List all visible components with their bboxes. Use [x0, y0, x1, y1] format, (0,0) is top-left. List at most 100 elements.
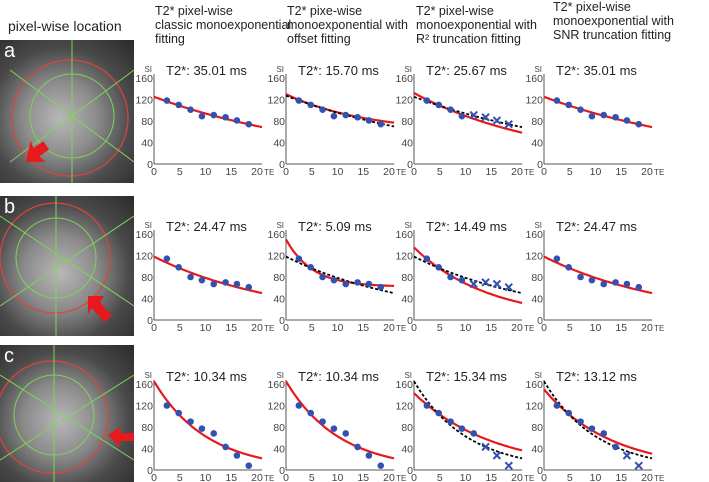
data-point — [233, 452, 241, 459]
x-axis-label: TE — [524, 324, 534, 333]
y-axis-label: SI — [404, 65, 412, 74]
data-point — [377, 283, 385, 291]
excluded-data-point — [469, 110, 478, 120]
fit-curve — [543, 388, 653, 455]
y-tick-label: 160 — [525, 229, 543, 241]
y-tick-label: 80 — [141, 422, 153, 434]
x-tick-label: 15 — [225, 472, 237, 482]
x-tick-label: 15 — [357, 166, 369, 178]
y-tick-label: 120 — [267, 251, 285, 263]
data-point — [342, 430, 350, 437]
data-point — [210, 430, 218, 437]
x-axis-label: TE — [396, 324, 406, 333]
data-point — [233, 280, 241, 288]
data-point — [163, 402, 171, 409]
y-tick-label: 40 — [141, 444, 153, 456]
data-point — [377, 120, 385, 128]
data-point — [435, 101, 443, 109]
excluded-data-point — [481, 442, 490, 452]
y-tick-label: 80 — [141, 116, 153, 128]
y-axis-label: SI — [144, 221, 152, 230]
y-axis-label: SI — [534, 65, 542, 74]
y-tick-label: 160 — [525, 73, 543, 85]
x-tick-label: 15 — [615, 166, 627, 178]
y-axis-label: SI — [144, 65, 152, 74]
x-tick-label: 5 — [309, 322, 315, 334]
y-tick-label: 160 — [135, 229, 153, 241]
x-axis-label: TE — [264, 168, 274, 177]
myocardium-overlay-a — [9, 40, 134, 183]
data-point — [330, 425, 338, 432]
data-point — [447, 418, 454, 425]
x-tick-label: 10 — [332, 472, 344, 482]
data-point — [588, 276, 596, 284]
x-tick-label: 10 — [200, 472, 212, 482]
data-point — [307, 264, 315, 271]
x-tick-label: 20 — [511, 322, 523, 334]
x-tick-label: 0 — [151, 472, 157, 482]
y-tick-label: 80 — [141, 272, 153, 284]
y-tick-label: 0 — [537, 315, 543, 327]
left-column-title: pixel-wise location — [8, 18, 122, 34]
y-tick-label: 0 — [407, 465, 413, 477]
y-tick-label: 120 — [525, 401, 543, 413]
t2-value-label: T2*: 10.34 ms — [166, 369, 247, 384]
mri-image-a: a — [0, 40, 134, 183]
y-tick-label: 40 — [401, 138, 413, 150]
data-point — [423, 402, 431, 409]
y-tick-label: 40 — [273, 138, 285, 150]
data-point — [354, 443, 361, 451]
y-tick-label: 40 — [273, 294, 285, 306]
excluded-data-point — [481, 113, 490, 122]
x-tick-label: 10 — [460, 322, 472, 334]
data-point — [470, 430, 478, 437]
data-point — [319, 418, 326, 425]
data-point — [623, 280, 631, 288]
y-tick-label: 0 — [147, 159, 153, 171]
excluded-data-point — [492, 451, 502, 460]
y-axis-label: SI — [276, 221, 284, 230]
data-point — [365, 452, 373, 459]
data-point — [365, 117, 373, 124]
x-tick-label: 0 — [411, 166, 417, 178]
x-tick-label: 5 — [437, 472, 443, 482]
data-point — [565, 409, 573, 417]
data-point — [458, 112, 466, 120]
column-header-offset: T2* pixe-wise monoexponential with offse… — [287, 4, 408, 46]
data-point — [577, 106, 584, 114]
x-tick-label: 10 — [200, 166, 212, 178]
x-tick-label: 10 — [460, 166, 472, 178]
t2-value-label: T2*: 24.47 ms — [556, 219, 637, 234]
x-tick-label: 20 — [641, 166, 653, 178]
x-tick-label: 0 — [411, 322, 417, 334]
x-tick-label: 10 — [332, 166, 344, 178]
data-point — [377, 462, 385, 470]
x-tick-label: 5 — [177, 166, 183, 178]
x-tick-label: 20 — [251, 322, 263, 334]
data-point — [210, 111, 218, 119]
t2-value-label: T2*: 10.34 ms — [298, 369, 379, 384]
y-tick-label: 0 — [407, 315, 413, 327]
y-tick-label: 120 — [135, 401, 153, 413]
y-tick-label: 120 — [525, 251, 543, 263]
y-axis-label: SI — [276, 65, 284, 74]
y-tick-label: 160 — [267, 73, 285, 85]
data-point — [163, 97, 171, 104]
y-tick-label: 160 — [395, 379, 413, 391]
data-point — [447, 106, 454, 114]
y-tick-label: 40 — [531, 138, 543, 150]
y-tick-label: 160 — [135, 73, 153, 85]
x-tick-label: 10 — [590, 166, 602, 178]
y-axis-label: SI — [404, 221, 412, 230]
data-point — [210, 280, 218, 288]
x-axis-label: TE — [654, 474, 664, 482]
y-tick-label: 40 — [401, 444, 413, 456]
y-tick-label: 160 — [135, 379, 153, 391]
pointer-arrow-icon — [88, 296, 112, 322]
myocardium-overlay-b — [0, 196, 134, 336]
data-point — [245, 462, 253, 470]
y-tick-label: 120 — [525, 95, 543, 107]
data-point — [175, 264, 183, 271]
data-point — [447, 273, 454, 281]
